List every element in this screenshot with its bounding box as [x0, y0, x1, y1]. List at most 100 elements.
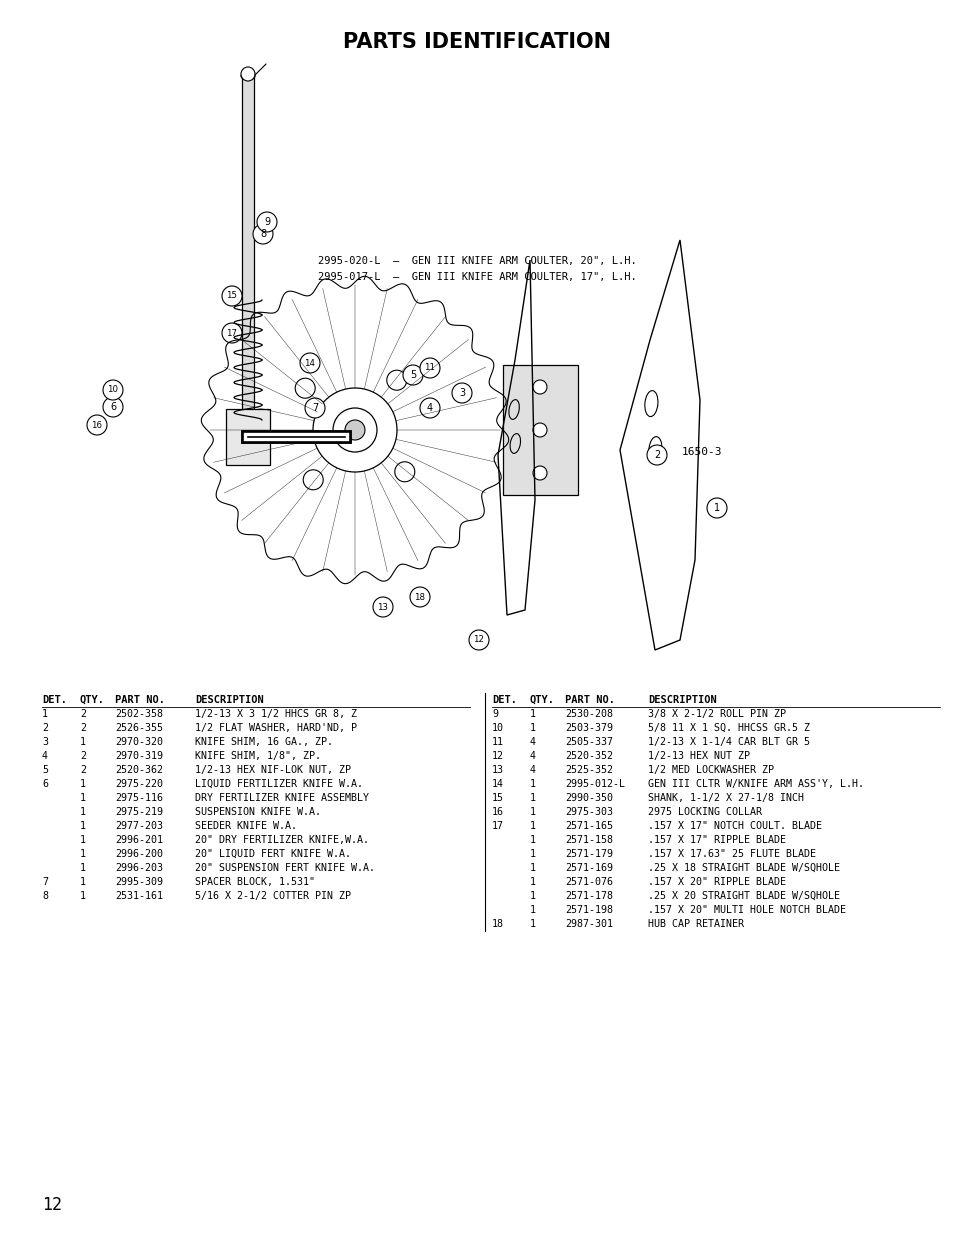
Text: .157 X 17" RIPPLE BLADE: .157 X 17" RIPPLE BLADE: [647, 835, 785, 845]
Circle shape: [646, 445, 666, 466]
Text: 2970-320: 2970-320: [115, 737, 163, 747]
Circle shape: [410, 587, 430, 606]
Text: 1/2-13 X 1-1/4 CAR BLT GR 5: 1/2-13 X 1-1/4 CAR BLT GR 5: [647, 737, 809, 747]
Circle shape: [386, 370, 406, 390]
Circle shape: [313, 388, 396, 472]
Text: KNIFE SHIM, 1/8", ZP.: KNIFE SHIM, 1/8", ZP.: [194, 751, 320, 761]
Circle shape: [87, 415, 107, 435]
Text: QTY.: QTY.: [80, 695, 105, 705]
Text: 2505-337: 2505-337: [564, 737, 613, 747]
Text: 20" DRY FERTILIZER KNIFE,W.A.: 20" DRY FERTILIZER KNIFE,W.A.: [194, 835, 369, 845]
Text: 1: 1: [80, 793, 86, 803]
Text: DET.: DET.: [492, 695, 517, 705]
Circle shape: [533, 424, 546, 437]
Circle shape: [103, 396, 123, 417]
Text: 15: 15: [226, 291, 237, 300]
Text: 2520-352: 2520-352: [564, 751, 613, 761]
Text: 1: 1: [80, 877, 86, 887]
Text: 1: 1: [530, 890, 536, 902]
Text: 2571-178: 2571-178: [564, 890, 613, 902]
Text: 1: 1: [80, 835, 86, 845]
Text: 8: 8: [259, 228, 266, 240]
Text: 5/8 11 X 1 SQ. HHCSS GR.5 Z: 5/8 11 X 1 SQ. HHCSS GR.5 Z: [647, 722, 809, 734]
Text: 1/2 MED LOCKWASHER ZP: 1/2 MED LOCKWASHER ZP: [647, 764, 773, 776]
Text: 1: 1: [713, 503, 720, 513]
Text: 1/2-13 X 3 1/2 HHCS GR 8, Z: 1/2-13 X 3 1/2 HHCS GR 8, Z: [194, 709, 356, 719]
Text: 2571-158: 2571-158: [564, 835, 613, 845]
Text: 2975-116: 2975-116: [115, 793, 163, 803]
Text: 3: 3: [458, 388, 464, 398]
Text: 2530-208: 2530-208: [564, 709, 613, 719]
Text: .25 X 18 STRAIGHT BLADE W/SQHOLE: .25 X 18 STRAIGHT BLADE W/SQHOLE: [647, 863, 840, 873]
Circle shape: [333, 408, 376, 452]
Text: 2987-301: 2987-301: [564, 919, 613, 929]
Circle shape: [222, 324, 242, 343]
Text: 1: 1: [80, 863, 86, 873]
Text: 1: 1: [530, 848, 536, 860]
Text: 4: 4: [42, 751, 48, 761]
Text: 2975-220: 2975-220: [115, 779, 163, 789]
Text: DESCRIPTION: DESCRIPTION: [194, 695, 263, 705]
Text: 5: 5: [42, 764, 48, 776]
Text: 1: 1: [42, 709, 48, 719]
Text: 8: 8: [42, 890, 48, 902]
Text: 9: 9: [264, 217, 270, 227]
Text: 5: 5: [410, 370, 416, 380]
Text: 17: 17: [492, 821, 503, 831]
Text: 2503-379: 2503-379: [564, 722, 613, 734]
Text: PART NO.: PART NO.: [564, 695, 615, 705]
Text: 16: 16: [91, 420, 102, 430]
Circle shape: [402, 366, 422, 385]
Text: 2996-203: 2996-203: [115, 863, 163, 873]
Circle shape: [103, 380, 123, 400]
Text: 2: 2: [80, 751, 86, 761]
Text: 4: 4: [427, 403, 433, 412]
Text: 16: 16: [492, 806, 503, 818]
Text: KNIFE SHIM, 16 GA., ZP.: KNIFE SHIM, 16 GA., ZP.: [194, 737, 333, 747]
Text: 1: 1: [530, 877, 536, 887]
Text: 12: 12: [473, 636, 484, 645]
Text: 3/8 X 2-1/2 ROLL PIN ZP: 3/8 X 2-1/2 ROLL PIN ZP: [647, 709, 785, 719]
Text: 15: 15: [492, 793, 503, 803]
Circle shape: [253, 224, 273, 245]
Text: 2: 2: [80, 709, 86, 719]
Circle shape: [222, 287, 242, 306]
Text: 1: 1: [80, 737, 86, 747]
Text: 12: 12: [42, 1195, 62, 1214]
Text: 2996-200: 2996-200: [115, 848, 163, 860]
Text: HUB CAP RETAINER: HUB CAP RETAINER: [647, 919, 743, 929]
Text: PART NO.: PART NO.: [115, 695, 165, 705]
Text: 2995-309: 2995-309: [115, 877, 163, 887]
Text: 1: 1: [530, 806, 536, 818]
Text: 18: 18: [492, 919, 503, 929]
Text: 2520-362: 2520-362: [115, 764, 163, 776]
Text: DET.: DET.: [42, 695, 67, 705]
Text: SEEDER KNIFE W.A.: SEEDER KNIFE W.A.: [194, 821, 296, 831]
Text: 14: 14: [492, 779, 503, 789]
Text: SPACER BLOCK, 1.531": SPACER BLOCK, 1.531": [194, 877, 314, 887]
Text: 2995-012-L: 2995-012-L: [564, 779, 624, 789]
Text: 1: 1: [80, 890, 86, 902]
Text: 18: 18: [414, 593, 425, 601]
Text: 1: 1: [530, 863, 536, 873]
Bar: [242, 72, 253, 440]
Text: .157 X 20" RIPPLE BLADE: .157 X 20" RIPPLE BLADE: [647, 877, 785, 887]
Text: 1: 1: [530, 722, 536, 734]
Text: PARTS IDENTIFICATION: PARTS IDENTIFICATION: [343, 32, 610, 52]
Circle shape: [533, 380, 546, 394]
Text: 2995-017-L  –  GEN III KNIFE ARM COULTER, 17", L.H.: 2995-017-L – GEN III KNIFE ARM COULTER, …: [317, 272, 636, 282]
Text: 13: 13: [377, 603, 388, 611]
Circle shape: [294, 378, 314, 398]
Circle shape: [299, 353, 319, 373]
Text: 2571-169: 2571-169: [564, 863, 613, 873]
Text: 2975-219: 2975-219: [115, 806, 163, 818]
Text: 1: 1: [530, 821, 536, 831]
Text: 2970-319: 2970-319: [115, 751, 163, 761]
Circle shape: [533, 466, 546, 480]
Text: SHANK, 1-1/2 X 27-1/8 INCH: SHANK, 1-1/2 X 27-1/8 INCH: [647, 793, 803, 803]
Text: 4: 4: [530, 764, 536, 776]
Text: 17: 17: [226, 329, 237, 337]
Text: 20" LIQUID FERT KNIFE W.A.: 20" LIQUID FERT KNIFE W.A.: [194, 848, 351, 860]
Text: 6: 6: [42, 779, 48, 789]
Text: 1: 1: [530, 835, 536, 845]
